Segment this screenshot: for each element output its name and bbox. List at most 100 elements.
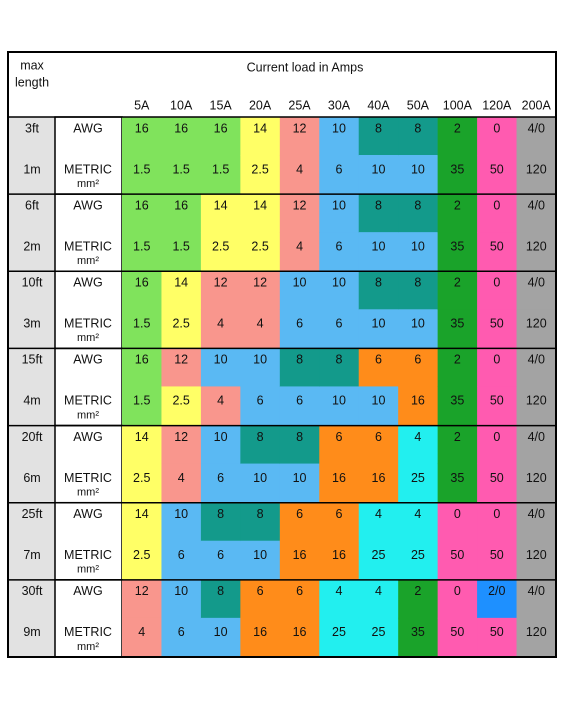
metric-value: 4 (296, 162, 303, 176)
awg-value: 16 (135, 198, 149, 212)
metric-cell (398, 155, 439, 195)
metric-cell (477, 617, 518, 657)
unit-cell (54, 347, 123, 427)
awg-value: 0 (454, 584, 461, 598)
awg-value: 8 (414, 121, 421, 135)
metric-cell (240, 463, 281, 503)
awg-value: 14 (253, 121, 267, 135)
metric-label: METRIC (64, 239, 112, 253)
metric-cell (200, 617, 241, 657)
metric-unit: mm² (77, 641, 99, 653)
awg-cell (358, 579, 399, 619)
metric-label: METRIC (64, 162, 112, 176)
awg-value: 14 (135, 507, 149, 521)
metric-value: 10 (253, 471, 267, 485)
awg-value: 10 (332, 276, 346, 290)
awg-cell (437, 579, 478, 619)
awg-value: 2 (454, 430, 461, 444)
metric-value: 10 (253, 548, 267, 562)
metric-cell (319, 463, 360, 503)
awg-value: 0 (493, 198, 500, 212)
awg-cell (477, 579, 518, 619)
awg-cell (516, 425, 557, 465)
awg-cell (319, 502, 360, 542)
awg-value: 6 (336, 430, 343, 444)
metric-cell (161, 155, 202, 195)
metric-cell (122, 232, 162, 272)
awg-cell (319, 579, 360, 619)
metric-value: 6 (296, 394, 303, 408)
metric-value: 35 (450, 162, 464, 176)
awg-value: 0 (454, 507, 461, 521)
metric-value: 6 (217, 548, 224, 562)
metric-value: 16 (293, 548, 307, 562)
metric-value: 6 (336, 239, 343, 253)
awg-cell (398, 502, 439, 542)
awg-cell (437, 117, 478, 156)
metric-value: 2.5 (133, 471, 150, 485)
awg-label: AWG (73, 507, 102, 521)
metric-value: 120 (526, 317, 547, 331)
metric-cell (358, 232, 399, 272)
awg-cell (122, 271, 162, 310)
metric-cell (240, 617, 281, 657)
awg-cell (122, 117, 162, 156)
awg-value: 8 (336, 353, 343, 367)
awg-cell (516, 271, 557, 310)
metric-cell (437, 309, 478, 349)
awg-cell (279, 271, 320, 310)
awg-cell (200, 579, 241, 619)
awg-cell (516, 348, 557, 387)
awg-value: 16 (214, 121, 228, 135)
metric-cell (161, 232, 202, 272)
awg-cell (319, 117, 360, 156)
metric-value: 35 (450, 317, 464, 331)
awg-cell (200, 271, 241, 310)
metric-value: 120 (526, 471, 547, 485)
awg-value: 10 (253, 353, 267, 367)
awg-cell (161, 425, 202, 465)
metric-value: 6 (257, 394, 264, 408)
metric-cell (161, 309, 202, 349)
awg-cell (161, 194, 202, 233)
metric-value: 2.5 (172, 317, 189, 331)
metric-label: METRIC (64, 471, 112, 485)
metric-value: 35 (411, 625, 425, 639)
awg-value: 10 (214, 353, 228, 367)
awg-value: 2 (454, 353, 461, 367)
metric-value: 35 (450, 471, 464, 485)
length-cell (8, 194, 55, 272)
length-ft: 6ft (25, 198, 39, 212)
metric-cell (122, 617, 162, 657)
metric-cell (319, 309, 360, 349)
awg-cell (200, 348, 241, 387)
metric-cell (477, 155, 518, 195)
awg-cell (437, 425, 478, 465)
metric-value: 2.5 (212, 239, 229, 253)
awg-cell (200, 194, 241, 233)
awg-value: 16 (174, 121, 188, 135)
metric-cell (437, 540, 478, 580)
awg-cell (358, 502, 399, 542)
metric-value: 25 (372, 548, 386, 562)
metric-cell (437, 463, 478, 503)
metric-cell (437, 155, 478, 195)
metric-cell (122, 540, 162, 580)
awg-cell (319, 348, 360, 387)
awg-value: 14 (135, 430, 149, 444)
metric-cell (319, 155, 360, 195)
metric-value: 10 (372, 317, 386, 331)
awg-cell (477, 271, 518, 310)
awg-value: 10 (293, 276, 307, 290)
metric-value: 2.5 (251, 239, 268, 253)
awg-cell (319, 425, 360, 465)
metric-value: 6 (336, 162, 343, 176)
metric-cell (477, 463, 518, 503)
awg-value: 6 (414, 353, 421, 367)
awg-cell (437, 271, 478, 310)
metric-cell (398, 232, 439, 272)
metric-value: 2.5 (251, 162, 268, 176)
metric-value: 4 (257, 317, 264, 331)
awg-cell (477, 425, 518, 465)
metric-value: 50 (490, 548, 504, 562)
